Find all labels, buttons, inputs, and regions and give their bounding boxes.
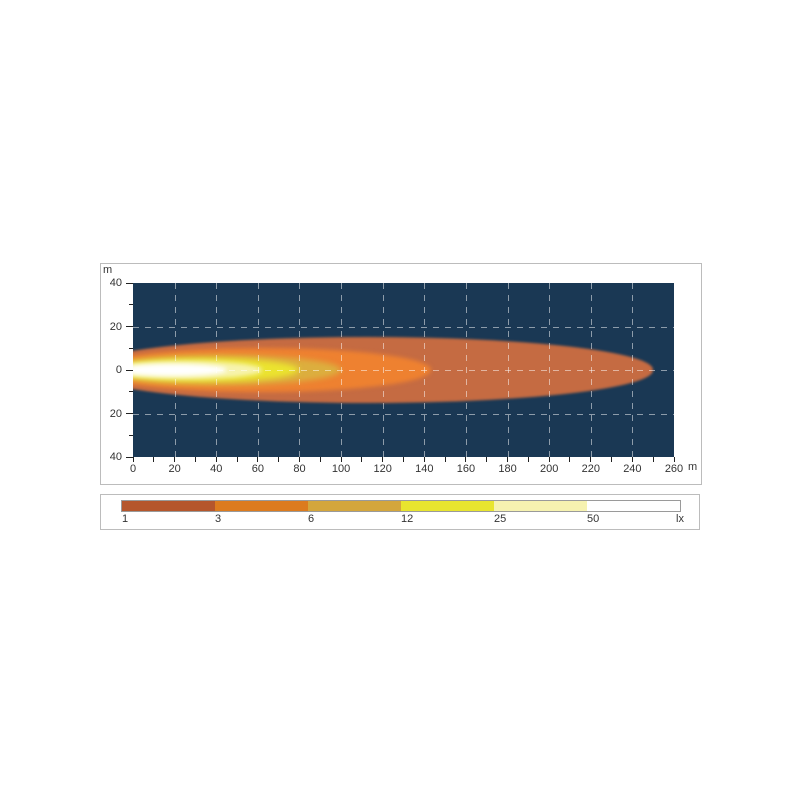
x-axis-tick-label: 180 <box>498 463 517 475</box>
gridline-horizontal <box>133 326 674 328</box>
x-axis-tick <box>507 457 509 462</box>
y-axis-tick <box>126 326 133 327</box>
legend-value-label: 6 <box>308 513 315 525</box>
x-axis-unit-label: m <box>688 461 698 473</box>
legend-segment-3lx <box>215 501 308 511</box>
x-axis-tick <box>527 457 529 462</box>
legend-segment-12lx <box>401 501 494 511</box>
y-axis-tick-label: 0 <box>115 364 122 376</box>
x-axis-tick <box>652 457 654 462</box>
y-axis-tick <box>126 369 133 371</box>
x-axis-tick <box>403 457 404 462</box>
y-axis-tick <box>129 347 133 349</box>
y-axis-tick <box>129 391 133 393</box>
x-axis-tick-label: 120 <box>373 463 392 475</box>
y-axis-tick-label: 40 <box>109 277 122 289</box>
y-axis-tick-label: 40 <box>109 451 122 463</box>
x-axis-tick <box>382 457 384 462</box>
legend-value-label: 3 <box>215 513 222 525</box>
x-axis-tick-label: 40 <box>210 463 223 475</box>
legend-unit-label: lx <box>676 513 684 525</box>
x-axis-tick-label: 140 <box>415 463 434 475</box>
x-axis-tick-label: 60 <box>251 463 264 475</box>
beam-plot-area <box>133 283 674 457</box>
legend-segment-25lx <box>494 501 587 511</box>
y-axis-tick <box>126 413 133 414</box>
x-axis-tick <box>215 457 217 462</box>
x-axis-tick-label: 160 <box>456 463 476 475</box>
x-axis-tick <box>236 457 238 462</box>
legend-value-label: 1 <box>122 513 129 525</box>
legend-segment-6lx <box>308 501 401 511</box>
x-axis-tick-label: 240 <box>623 463 642 475</box>
x-axis-tick <box>319 457 321 462</box>
y-axis-tick <box>129 434 133 436</box>
x-axis-tick <box>590 457 592 462</box>
legend-value-label: 50 <box>587 513 600 525</box>
x-axis-tick-label: 80 <box>293 463 306 475</box>
y-axis-tick <box>126 456 133 458</box>
y-axis-tick <box>126 282 133 284</box>
x-axis-tick-label: 220 <box>581 463 600 475</box>
x-axis-tick <box>631 457 633 462</box>
x-axis-tick-label: 20 <box>168 463 181 475</box>
x-axis-tick <box>444 457 446 462</box>
y-axis-unit-label: m <box>103 264 113 276</box>
x-axis-tick-label: 100 <box>331 463 351 475</box>
y-axis-tick-label: 20 <box>109 320 122 333</box>
x-axis-tick <box>340 457 342 462</box>
x-axis-tick-label: 200 <box>539 463 559 475</box>
x-axis-tick <box>486 457 488 462</box>
x-axis-tick <box>611 457 613 462</box>
isolux-contour-50lx <box>133 363 227 377</box>
x-axis-tick <box>257 457 259 462</box>
legend-segment-1lx <box>122 501 215 511</box>
x-axis-tick <box>673 457 675 462</box>
x-axis-tick <box>174 457 176 462</box>
gridline-horizontal <box>133 370 674 371</box>
gridline-horizontal <box>133 413 674 415</box>
y-axis-tick <box>129 304 133 306</box>
x-axis-tick <box>361 457 363 462</box>
legend-color-bar <box>121 500 681 512</box>
y-axis-tick-label: 20 <box>109 407 122 420</box>
x-axis-tick <box>194 457 196 462</box>
legend-segment-50lx <box>587 501 680 511</box>
x-axis-tick <box>132 457 134 462</box>
legend-value-label: 12 <box>401 513 414 525</box>
x-axis-tick <box>548 457 550 462</box>
x-axis-tick <box>569 457 571 462</box>
x-axis-tick <box>278 457 280 462</box>
x-axis-tick <box>153 457 155 462</box>
x-axis-tick-label: 0 <box>129 463 137 475</box>
x-axis-tick <box>465 457 467 462</box>
x-axis-tick-label: 260 <box>664 463 684 475</box>
x-axis-tick <box>298 457 300 462</box>
x-axis-tick <box>423 457 425 462</box>
legend-value-label: 25 <box>494 513 507 525</box>
